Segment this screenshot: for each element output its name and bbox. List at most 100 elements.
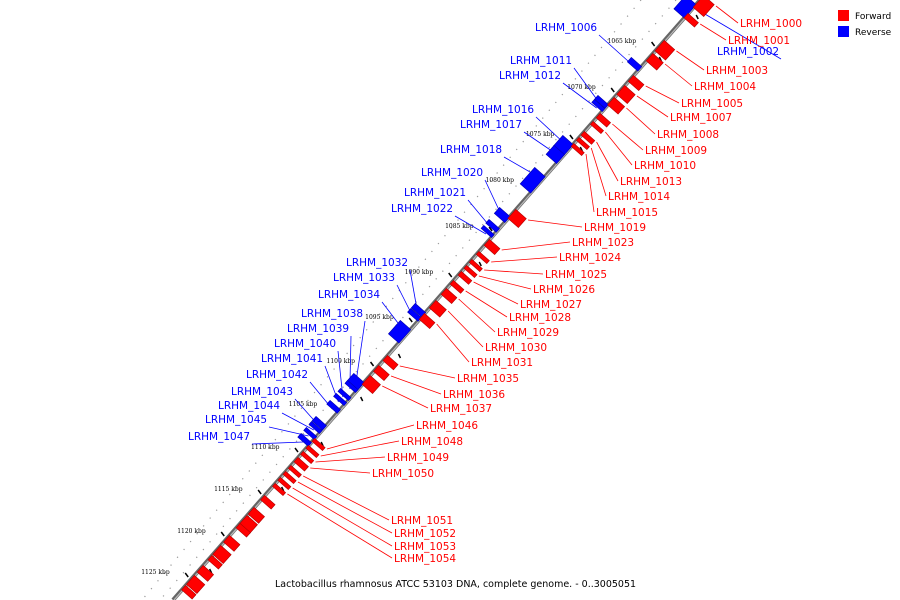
reverse-gene <box>626 56 643 72</box>
forward-gene-label: LRHM_1027 <box>520 299 582 311</box>
scale-tick-mark <box>257 489 262 495</box>
legend: Forward Reverse <box>838 10 892 38</box>
forward-leader <box>596 141 619 182</box>
gene-features <box>181 0 715 600</box>
scale-tick-label: 1085 kbp <box>445 223 474 230</box>
forward-gene <box>570 142 585 157</box>
legend-forward-label: Forward <box>855 12 891 22</box>
forward-gene-label: LRHM_1046 <box>416 420 478 432</box>
forward-leader <box>590 147 607 197</box>
forward-gene <box>305 444 320 459</box>
reverse-leader <box>251 441 304 445</box>
scale-tick-label: 1110 kbp <box>251 444 280 451</box>
forward-gene-label: LRHM_1019 <box>584 222 646 234</box>
forward-gene <box>311 437 326 452</box>
forward-gene-label: LRHM_1010 <box>634 160 696 172</box>
forward-gene <box>277 476 292 491</box>
forward-gene-label: LRHM_1023 <box>572 237 634 249</box>
forward-leader <box>636 95 669 118</box>
scale-tick-mark <box>650 41 656 47</box>
forward-leader <box>478 275 532 290</box>
reverse-gene <box>591 98 606 113</box>
reverse-gene <box>333 392 348 407</box>
label-leaders <box>251 3 782 559</box>
forward-gene <box>272 482 287 497</box>
forward-gene-label: LRHM_1036 <box>443 389 505 401</box>
forward-gene-label: LRHM_1051 <box>391 515 453 527</box>
reverse-gene <box>308 420 323 435</box>
reverse-gene-label: LRHM_1002 <box>717 46 779 58</box>
forward-gene <box>449 279 465 294</box>
forward-leader <box>315 456 386 463</box>
forward-leader <box>473 281 519 305</box>
forward-gene-label: LRHM_1007 <box>670 112 732 124</box>
reverse-gene <box>480 224 495 239</box>
forward-leader <box>715 5 739 24</box>
reverse-gene <box>519 166 546 194</box>
map-caption: Lactobacillus rhamnosus ATCC 53103 DNA, … <box>275 579 636 590</box>
forward-gene-label: LRHM_1035 <box>457 373 519 385</box>
forward-leader <box>447 310 484 348</box>
forward-gene <box>645 52 664 71</box>
forward-leader <box>436 323 470 363</box>
forward-leader <box>287 493 393 559</box>
forward-gene <box>185 574 206 595</box>
forward-gene <box>595 112 612 128</box>
scale-tick-label: 1105 kbp <box>289 401 318 408</box>
reverse-gene <box>337 387 352 402</box>
forward-gene <box>468 258 483 273</box>
scale-tick-mark <box>448 272 453 278</box>
forward-gene <box>361 374 381 395</box>
scale-ticks: 1065 kbp 1070 kbp 1075 kbp 1080 kbp 1085 kbp… <box>141 14 699 578</box>
forward-gene-label: LRHM_1053 <box>394 541 456 553</box>
forward-gene-label: LRHM_1025 <box>545 269 607 281</box>
scale-tick-label: 1115 kbp <box>214 486 243 493</box>
forward-gene <box>607 96 626 115</box>
forward-leader <box>326 424 415 450</box>
forward-leader <box>501 241 571 251</box>
forward-gene-label: LRHM_1004 <box>694 81 756 93</box>
reverse-gene-label: LRHM_1043 <box>231 386 293 398</box>
forward-gene <box>247 506 265 524</box>
forward-leader <box>585 153 595 213</box>
scale-tick-label: 1120 kbp <box>177 528 206 535</box>
forward-leader <box>484 269 544 275</box>
forward-gene <box>457 270 473 285</box>
forward-gene-label: LRHM_1029 <box>497 327 559 339</box>
scale-tick-mark <box>220 531 225 537</box>
forward-gene-label: LRHM_1052 <box>394 528 456 540</box>
forward-gene <box>590 120 605 135</box>
forward-gene <box>616 84 636 105</box>
reverse-gene-label: LRHM_1034 <box>318 289 380 301</box>
forward-leader <box>676 50 705 71</box>
reverse-gene-label: LRHM_1011 <box>510 55 572 67</box>
reverse-gene-label: LRHM_1020 <box>421 167 483 179</box>
forward-leader <box>399 365 456 379</box>
gene-labels: LRHM_1002 LRHM_1006 LRHM_1011 LRHM_1012 LRHM… <box>188 18 802 565</box>
reverse-gene-label: LRHM_1033 <box>333 272 395 284</box>
forward-gene-label: LRHM_1030 <box>485 342 547 354</box>
forward-gene-label: LRHM_1026 <box>533 284 595 296</box>
forward-gene <box>223 534 241 552</box>
scale-tick-label: 1090 kbp <box>405 269 434 276</box>
forward-gene <box>580 130 596 145</box>
scale-tick-mark <box>478 261 482 267</box>
legend-forward-swatch <box>838 10 849 21</box>
legend-reverse-swatch <box>838 26 849 37</box>
forward-leader <box>292 487 393 547</box>
forward-leader <box>626 107 656 135</box>
scale-tick-mark <box>488 226 493 232</box>
reverse-gene <box>326 399 341 414</box>
reverse-leader <box>355 320 366 383</box>
forward-gene-label: LRHM_1001 <box>728 35 790 47</box>
reverse-gene-label: LRHM_1006 <box>535 22 597 34</box>
forward-leader <box>465 290 508 318</box>
forward-gene-label: LRHM_1049 <box>387 452 449 464</box>
forward-gene-label: LRHM_1028 <box>509 312 571 324</box>
scale-tick-mark <box>610 87 615 93</box>
scale-tick-mark <box>360 396 364 402</box>
scale-tick-label: 1065 kbp <box>608 38 637 45</box>
forward-gene-label: LRHM_1003 <box>706 65 768 77</box>
scale-dot-line-inner <box>159 0 677 600</box>
forward-leader <box>320 440 400 457</box>
